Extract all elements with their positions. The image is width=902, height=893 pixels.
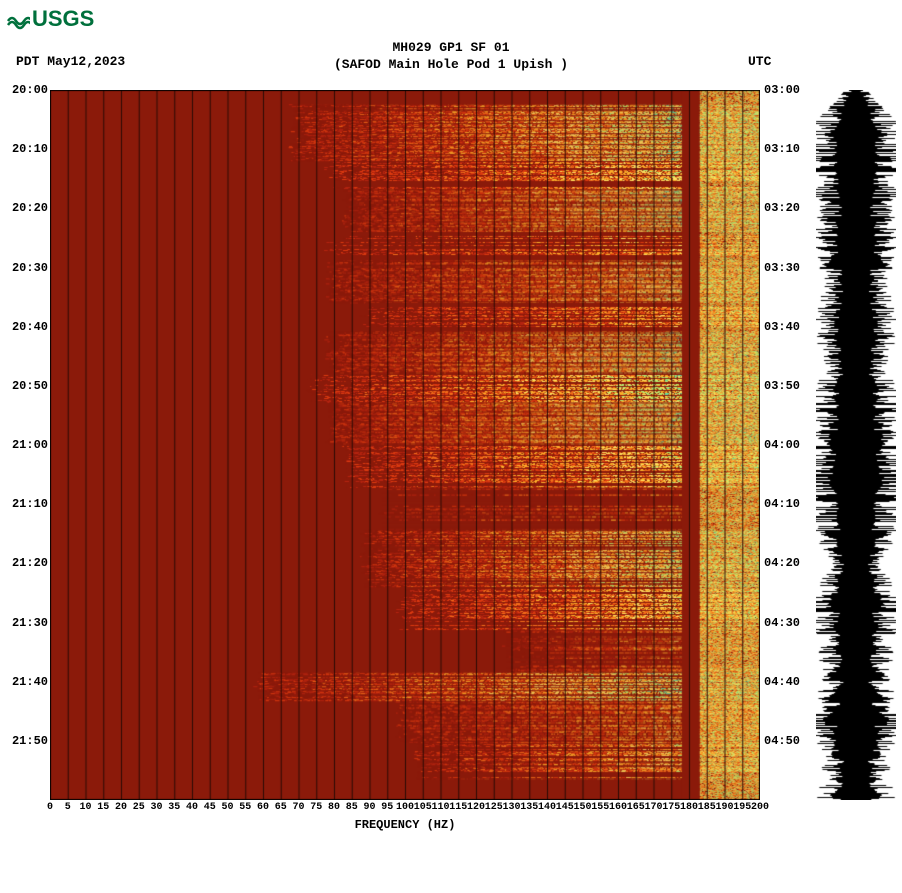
utc-label: UTC bbox=[748, 54, 771, 69]
freq-tick: 85 bbox=[346, 802, 358, 813]
pdt-tick: 21:30 bbox=[12, 616, 48, 630]
freq-tick: 170 bbox=[644, 802, 662, 813]
utc-tick: 03:20 bbox=[764, 201, 800, 215]
freq-tick: 135 bbox=[520, 802, 538, 813]
spectrogram-plot bbox=[50, 90, 760, 800]
freq-tick: 5 bbox=[65, 802, 71, 813]
freq-tick: 65 bbox=[275, 802, 287, 813]
utc-tick: 04:10 bbox=[764, 497, 800, 511]
freq-tick: 55 bbox=[239, 802, 251, 813]
freq-tick: 95 bbox=[381, 802, 393, 813]
freq-tick: 180 bbox=[680, 802, 698, 813]
freq-tick: 185 bbox=[698, 802, 716, 813]
waveform-canvas bbox=[816, 90, 896, 800]
y-axis-right-utc: 03:0003:1003:2003:3003:4003:5004:0004:10… bbox=[764, 90, 806, 800]
freq-tick: 190 bbox=[715, 802, 733, 813]
pdt-tick: 21:00 bbox=[12, 438, 48, 452]
pdt-tick: 20:20 bbox=[12, 201, 48, 215]
usgs-wave-icon bbox=[6, 7, 30, 31]
freq-tick: 45 bbox=[204, 802, 216, 813]
freq-tick: 75 bbox=[310, 802, 322, 813]
freq-tick: 155 bbox=[591, 802, 609, 813]
freq-tick: 200 bbox=[751, 802, 769, 813]
logo-text: USGS bbox=[32, 6, 94, 32]
freq-tick: 125 bbox=[485, 802, 503, 813]
x-axis-frequency: 0510152025303540455055606570758085909510… bbox=[50, 802, 760, 818]
pdt-tick: 20:00 bbox=[12, 83, 48, 97]
freq-tick: 80 bbox=[328, 802, 340, 813]
freq-tick: 110 bbox=[431, 802, 449, 813]
freq-tick: 175 bbox=[662, 802, 680, 813]
freq-tick: 140 bbox=[538, 802, 556, 813]
freq-tick: 105 bbox=[414, 802, 432, 813]
pdt-tick: 21:50 bbox=[12, 734, 48, 748]
freq-tick: 130 bbox=[502, 802, 520, 813]
freq-tick: 25 bbox=[133, 802, 145, 813]
freq-tick: 15 bbox=[97, 802, 109, 813]
freq-tick: 150 bbox=[573, 802, 591, 813]
utc-tick: 04:20 bbox=[764, 556, 800, 570]
y-axis-left-pdt: 20:0020:1020:2020:3020:4020:5021:0021:10… bbox=[6, 90, 48, 800]
freq-tick: 120 bbox=[467, 802, 485, 813]
freq-tick: 10 bbox=[79, 802, 91, 813]
freq-tick: 20 bbox=[115, 802, 127, 813]
freq-tick: 90 bbox=[363, 802, 375, 813]
freq-tick: 195 bbox=[733, 802, 751, 813]
freq-tick: 40 bbox=[186, 802, 198, 813]
utc-tick: 03:40 bbox=[764, 320, 800, 334]
freq-tick: 145 bbox=[556, 802, 574, 813]
freq-tick: 50 bbox=[221, 802, 233, 813]
freq-tick: 70 bbox=[292, 802, 304, 813]
freq-tick: 165 bbox=[627, 802, 645, 813]
pdt-tick: 20:30 bbox=[12, 261, 48, 275]
pdt-tick: 20:40 bbox=[12, 320, 48, 334]
pdt-tick: 21:40 bbox=[12, 675, 48, 689]
usgs-logo: USGS bbox=[6, 6, 94, 32]
utc-tick: 04:00 bbox=[764, 438, 800, 452]
freq-tick: 35 bbox=[168, 802, 180, 813]
utc-tick: 03:00 bbox=[764, 83, 800, 97]
freq-tick: 100 bbox=[396, 802, 414, 813]
x-axis-label: FREQUENCY (HZ) bbox=[50, 818, 760, 832]
freq-tick: 0 bbox=[47, 802, 53, 813]
pdt-label: PDT May12,2023 bbox=[16, 54, 125, 69]
freq-tick: 30 bbox=[150, 802, 162, 813]
pdt-tick: 20:50 bbox=[12, 379, 48, 393]
freq-tick: 115 bbox=[449, 802, 467, 813]
utc-tick: 04:30 bbox=[764, 616, 800, 630]
freq-tick: 160 bbox=[609, 802, 627, 813]
pdt-tick: 20:10 bbox=[12, 142, 48, 156]
spectrogram-canvas bbox=[50, 90, 760, 800]
freq-tick: 60 bbox=[257, 802, 269, 813]
utc-tick: 03:50 bbox=[764, 379, 800, 393]
pdt-tick: 21:10 bbox=[12, 497, 48, 511]
utc-tick: 03:30 bbox=[764, 261, 800, 275]
utc-tick: 04:50 bbox=[764, 734, 800, 748]
waveform-panel bbox=[816, 90, 896, 800]
utc-tick: 04:40 bbox=[764, 675, 800, 689]
utc-tick: 03:10 bbox=[764, 142, 800, 156]
pdt-tick: 21:20 bbox=[12, 556, 48, 570]
